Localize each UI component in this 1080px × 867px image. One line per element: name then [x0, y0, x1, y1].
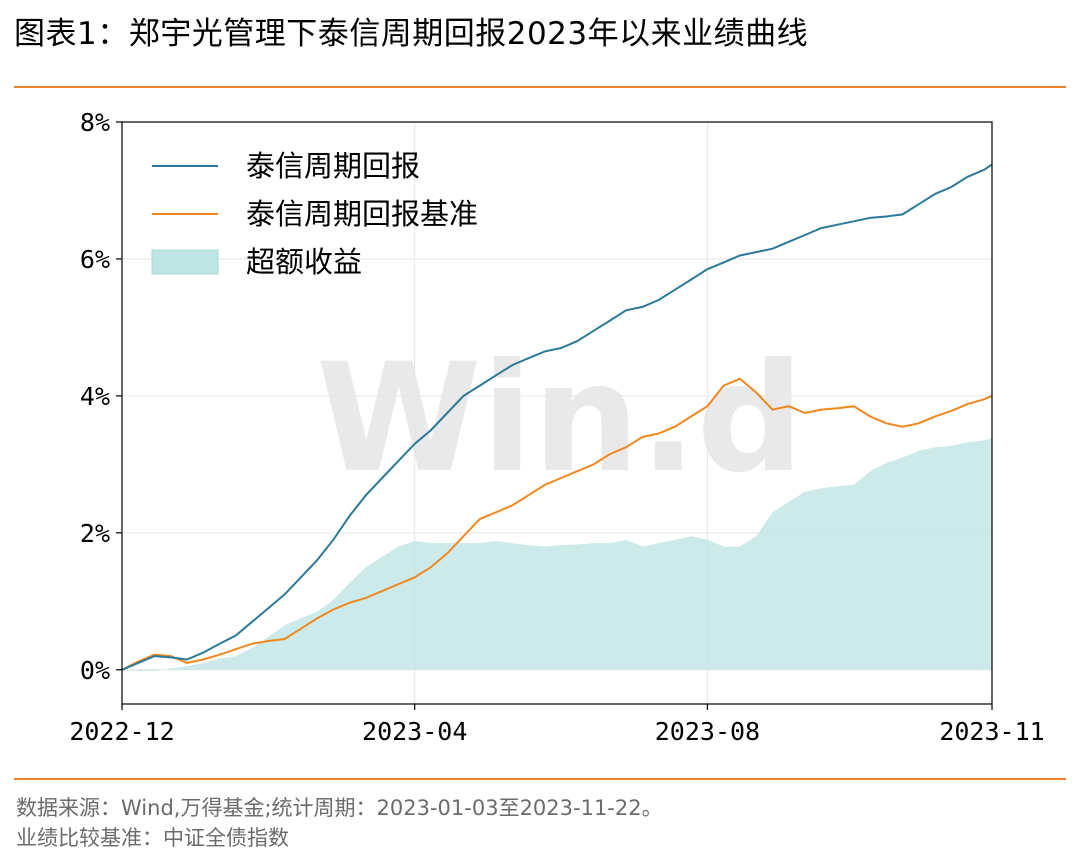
legend-fund-label: 泰信周期回报	[246, 149, 420, 183]
benchmark-line	[121, 377, 993, 671]
watermark-text: Win.d	[316, 332, 804, 506]
benchmark-note: 业绩比较基准：中证全债指数	[16, 826, 289, 850]
legend-benchmark-label: 泰信周期回报基准	[246, 197, 478, 231]
data-source-note: 数据来源：Wind,万得基金;统计周期：2023-01-03至2023-11-2…	[16, 796, 663, 820]
y-tick-label: 8%	[80, 108, 110, 137]
legend-excess-label: 超额收益	[246, 245, 362, 279]
chart-title: 图表1：郑宇光管理下泰信周期回报2023年以来业绩曲线	[14, 16, 809, 52]
y-tick-label: 0%	[80, 656, 110, 685]
excess-return-area	[122, 438, 992, 672]
y-tick-label: 6%	[80, 245, 110, 274]
x-tick-label: 2023-08	[655, 717, 760, 746]
legend-excess-swatch	[151, 249, 219, 275]
x-tick-label: 2023-11	[939, 717, 1044, 746]
y-tick-label: 4%	[80, 382, 110, 411]
y-tick-label: 2%	[80, 519, 110, 548]
bottom-divider	[14, 778, 1066, 780]
fund-return-line	[121, 163, 993, 671]
plot-frame	[121, 121, 993, 705]
top-divider	[14, 86, 1066, 88]
x-tick-label: 2022-12	[69, 717, 174, 746]
x-tick-label: 2023-04	[362, 717, 467, 746]
performance-chart: Win.d 0% 2% 4% 6% 8% 2022-12 2023-04 2023-08 202…	[69, 108, 1044, 746]
